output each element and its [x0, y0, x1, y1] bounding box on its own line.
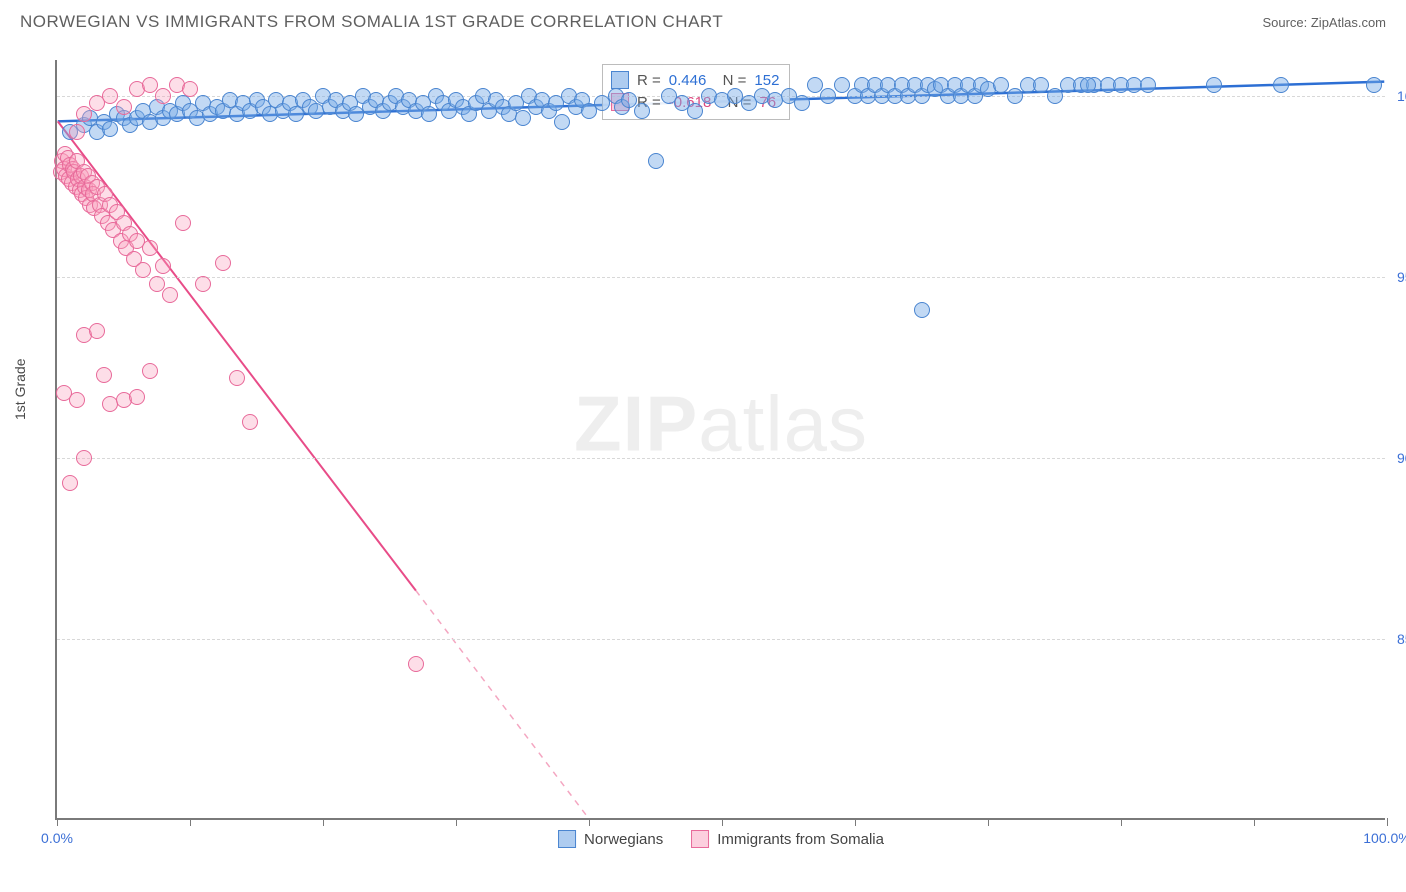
- data-point: [1007, 88, 1023, 104]
- bottom-legend: Norwegians Immigrants from Somalia: [558, 830, 884, 848]
- x-tick: [722, 818, 723, 826]
- data-point: [215, 255, 231, 271]
- data-point: [229, 370, 245, 386]
- data-point: [1047, 88, 1063, 104]
- x-tick: [988, 818, 989, 826]
- n-value-blue: 152: [754, 72, 779, 89]
- data-point: [102, 121, 118, 137]
- y-tick-label: 95.0%: [1389, 269, 1406, 285]
- r-value-blue: 0.446: [669, 72, 707, 89]
- gridline: [57, 277, 1385, 278]
- data-point: [1273, 77, 1289, 93]
- data-point: [1206, 77, 1222, 93]
- data-point: [408, 656, 424, 672]
- data-point: [62, 475, 78, 491]
- n-label: N =: [714, 72, 746, 89]
- x-tick-label: 0.0%: [41, 830, 73, 846]
- legend-label: Immigrants from Somalia: [717, 831, 884, 848]
- data-point: [687, 103, 703, 119]
- data-point: [96, 367, 112, 383]
- source-label: Source: ZipAtlas.com: [1262, 15, 1386, 30]
- y-tick-label: 90.0%: [1389, 450, 1406, 466]
- x-tick: [190, 818, 191, 826]
- x-tick: [57, 818, 58, 826]
- swatch-blue-icon: [558, 830, 576, 848]
- data-point: [421, 106, 437, 122]
- x-tick: [1254, 818, 1255, 826]
- data-point: [554, 114, 570, 130]
- data-point: [820, 88, 836, 104]
- data-point: [242, 414, 258, 430]
- data-point: [142, 363, 158, 379]
- data-point: [116, 99, 132, 115]
- data-point: [76, 106, 92, 122]
- data-point: [69, 392, 85, 408]
- x-tick-label: 100.0%: [1363, 830, 1406, 846]
- gridline: [57, 639, 1385, 640]
- data-point: [515, 110, 531, 126]
- data-point: [155, 258, 171, 274]
- data-point: [162, 287, 178, 303]
- data-point: [182, 81, 198, 97]
- x-tick: [589, 818, 590, 826]
- gridline: [57, 458, 1385, 459]
- data-point: [76, 450, 92, 466]
- swatch-blue-icon: [611, 71, 629, 89]
- data-point: [89, 323, 105, 339]
- data-point: [1366, 77, 1382, 93]
- x-tick: [323, 818, 324, 826]
- data-point: [135, 262, 151, 278]
- legend-item-norwegians: Norwegians: [558, 830, 663, 848]
- y-axis-label: 1st Grade: [12, 359, 28, 420]
- data-point: [648, 153, 664, 169]
- data-point: [794, 95, 810, 111]
- x-tick: [1387, 818, 1388, 826]
- data-point: [155, 88, 171, 104]
- data-point: [1080, 77, 1096, 93]
- x-tick: [855, 818, 856, 826]
- y-tick-label: 85.0%: [1389, 631, 1406, 647]
- trend-lines-layer: [57, 60, 1385, 818]
- data-point: [129, 389, 145, 405]
- data-point: [142, 240, 158, 256]
- chart-title: NORWEGIAN VS IMMIGRANTS FROM SOMALIA 1ST…: [20, 12, 723, 32]
- x-tick: [456, 818, 457, 826]
- legend-row-norwegians: R = 0.446 N = 152: [611, 69, 779, 91]
- data-point: [195, 276, 211, 292]
- legend-label: Norwegians: [584, 831, 663, 848]
- data-point: [69, 124, 85, 140]
- data-point: [914, 302, 930, 318]
- swatch-pink-icon: [691, 830, 709, 848]
- scatter-chart: ZIPatlas R = 0.446 N = 152 R = -0.618 N …: [55, 60, 1385, 820]
- y-tick-label: 100.0%: [1389, 88, 1406, 104]
- data-point: [1140, 77, 1156, 93]
- r-label: R =: [637, 72, 661, 89]
- legend-item-somalia: Immigrants from Somalia: [691, 830, 884, 848]
- header: NORWEGIAN VS IMMIGRANTS FROM SOMALIA 1ST…: [0, 0, 1406, 38]
- x-tick: [1121, 818, 1122, 826]
- data-point: [175, 215, 191, 231]
- data-point: [634, 103, 650, 119]
